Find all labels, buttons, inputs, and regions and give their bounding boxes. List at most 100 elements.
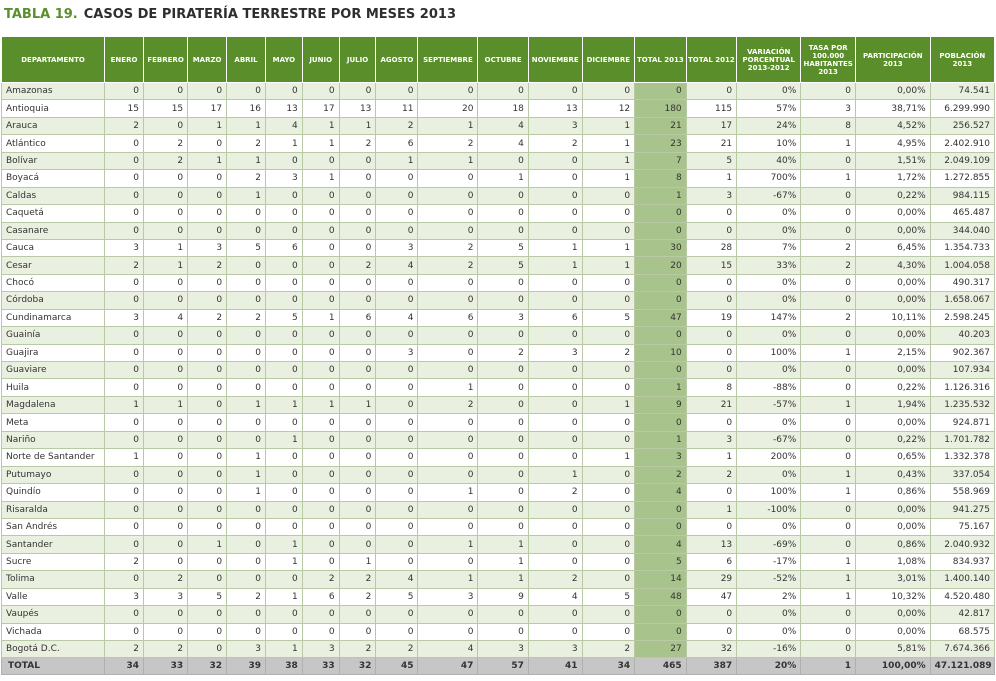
table-cell: 0 (375, 500, 419, 519)
table-cell: 0 (142, 81, 189, 101)
table-cell: 0 (338, 238, 377, 258)
table-cell: 0 (800, 413, 856, 432)
table-cell: 5 (264, 308, 303, 328)
table-cell: 0 (800, 500, 856, 519)
department-cell: Tolima (0, 570, 106, 589)
table-cell: 8 (685, 378, 738, 397)
column-header: DEPARTAMENTO (0, 36, 106, 83)
table-cell: 465.487 (929, 204, 996, 223)
table-cell: 0 (301, 535, 340, 554)
table-cell: 0 (800, 204, 856, 223)
table-cell: 0,00% (855, 500, 931, 519)
table-cell: 0 (301, 413, 340, 432)
table-cell: 1 (581, 151, 636, 171)
table-cell: 2.049.109 (929, 151, 996, 171)
table-cell: 3 (417, 587, 479, 607)
table-cell: 2 (142, 151, 189, 171)
table-cell: 4 (375, 256, 419, 275)
table-cell: 0 (264, 326, 303, 345)
department-cell: Cauca (0, 238, 106, 258)
column-header: FEBRERO (142, 36, 189, 83)
table-row: Magdalena 1 1 0 1 1 1 1 0 2 0 0 1 9 21 -57% 1 1,94% 1.235.… (0, 395, 996, 415)
table-cell: 0 (685, 326, 738, 345)
table-cell: 0 (142, 465, 189, 485)
table-cell: 2 (142, 639, 189, 659)
table-cell: 1 (226, 186, 266, 206)
table-cell: 0 (375, 430, 419, 450)
table-cell: 0 (142, 204, 189, 223)
table-cell: 7% (736, 238, 802, 258)
table-cell: 0 (187, 517, 228, 537)
table-cell: 2 (375, 639, 419, 659)
table-cell: 21 (634, 116, 687, 136)
table-cell: 0 (375, 273, 419, 293)
table-cell: 0 (417, 326, 479, 345)
table-cell: 1 (264, 587, 303, 607)
table-cell: 10 (634, 343, 687, 363)
table-cell: 0 (104, 465, 144, 485)
table-cell: 0 (800, 378, 856, 397)
table-cell: 0 (527, 430, 583, 450)
table-cell: 1 (800, 570, 856, 589)
table-cell: 4 (527, 587, 583, 607)
table-cell: 0 (104, 81, 144, 101)
table-cell: 15 (104, 99, 144, 118)
column-header: DICIEMBRE (581, 36, 636, 83)
table-cell: 6 (685, 552, 738, 572)
table-cell: -17% (736, 552, 802, 572)
table-cell: 1 (634, 186, 687, 206)
table-cell: 0 (187, 291, 228, 310)
table-cell: 0 (477, 291, 529, 310)
table-cell: 1.701.782 (929, 430, 996, 450)
table-cell: 0 (581, 81, 636, 101)
table-cell: 2 (800, 238, 856, 258)
table-cell: 6.299.990 (929, 99, 996, 118)
table-cell: 1 (417, 570, 479, 589)
table-cell: 0 (417, 413, 479, 432)
column-header: ENERO (104, 36, 144, 83)
table-cell: 0 (104, 273, 144, 293)
table-cell: 0,22% (855, 378, 931, 397)
table-cell: 0 (226, 622, 266, 642)
table-cell: 0 (634, 360, 687, 380)
table-cell: 30 (634, 238, 687, 258)
table-cell: 0 (264, 465, 303, 485)
table-cell: 0 (477, 465, 529, 485)
table-cell: 0 (581, 360, 636, 380)
department-cell: Arauca (0, 116, 106, 136)
table-cell: 0 (375, 221, 419, 240)
table-cell: 2% (736, 587, 802, 607)
table-cell: 0 (142, 378, 189, 397)
table-cell: -67% (736, 186, 802, 206)
table-cell: 1 (581, 448, 636, 467)
total-cell: 465 (634, 657, 687, 676)
table-cell: 0 (527, 169, 583, 188)
table-cell: 1,08% (855, 552, 931, 572)
table-row: Atlántico 0 2 0 2 1 1 2 6 2 4 2 1 23 21 10% 1 4,95% 2.402.… (0, 134, 996, 153)
table-cell: 6 (338, 308, 377, 328)
department-cell: Putumayo (0, 465, 106, 485)
table-cell: 0 (187, 326, 228, 345)
table-row: Cauca 3 1 3 5 6 0 0 3 2 5 1 1 30 28 7% 2 6,45% 1.354.733 (0, 238, 996, 258)
table-cell: 0 (142, 430, 189, 450)
table-cell: 1 (104, 395, 144, 415)
table-cell: 1 (477, 169, 529, 188)
table-cell: 0 (581, 186, 636, 206)
table-cell: 0 (104, 204, 144, 223)
table-row: Arauca 2 0 1 1 4 1 1 2 1 4 3 1 21 17 24% 8 4,52% 256.527 (0, 116, 996, 136)
table-cell: 0 (634, 273, 687, 293)
table-cell: 0 (301, 552, 340, 572)
table-row: Santander 0 0 1 0 1 0 0 0 1 1 0 0 4 13 -69% 0 0,86% 2.040.… (0, 535, 996, 554)
table-cell: 0 (634, 413, 687, 432)
table-cell: 1 (634, 430, 687, 450)
table-cell: 0 (417, 430, 479, 450)
table-row: Boyacá 0 0 0 2 3 1 0 0 0 1 0 1 8 1 700% 1 1,72% 1.272.855 (0, 169, 996, 188)
table-cell: 0,00% (855, 326, 931, 345)
table-cell: 0 (477, 204, 529, 223)
table-cell: 0 (527, 517, 583, 537)
table-row: Guainía 0 0 0 0 0 0 0 0 0 0 0 0 0 0 0% 0 0,00% 40.203 (0, 326, 996, 345)
table-cell: 68.575 (929, 622, 996, 642)
table-cell: 0 (104, 517, 144, 537)
table-cell: 0 (187, 343, 228, 363)
table-cell: 2 (527, 134, 583, 153)
